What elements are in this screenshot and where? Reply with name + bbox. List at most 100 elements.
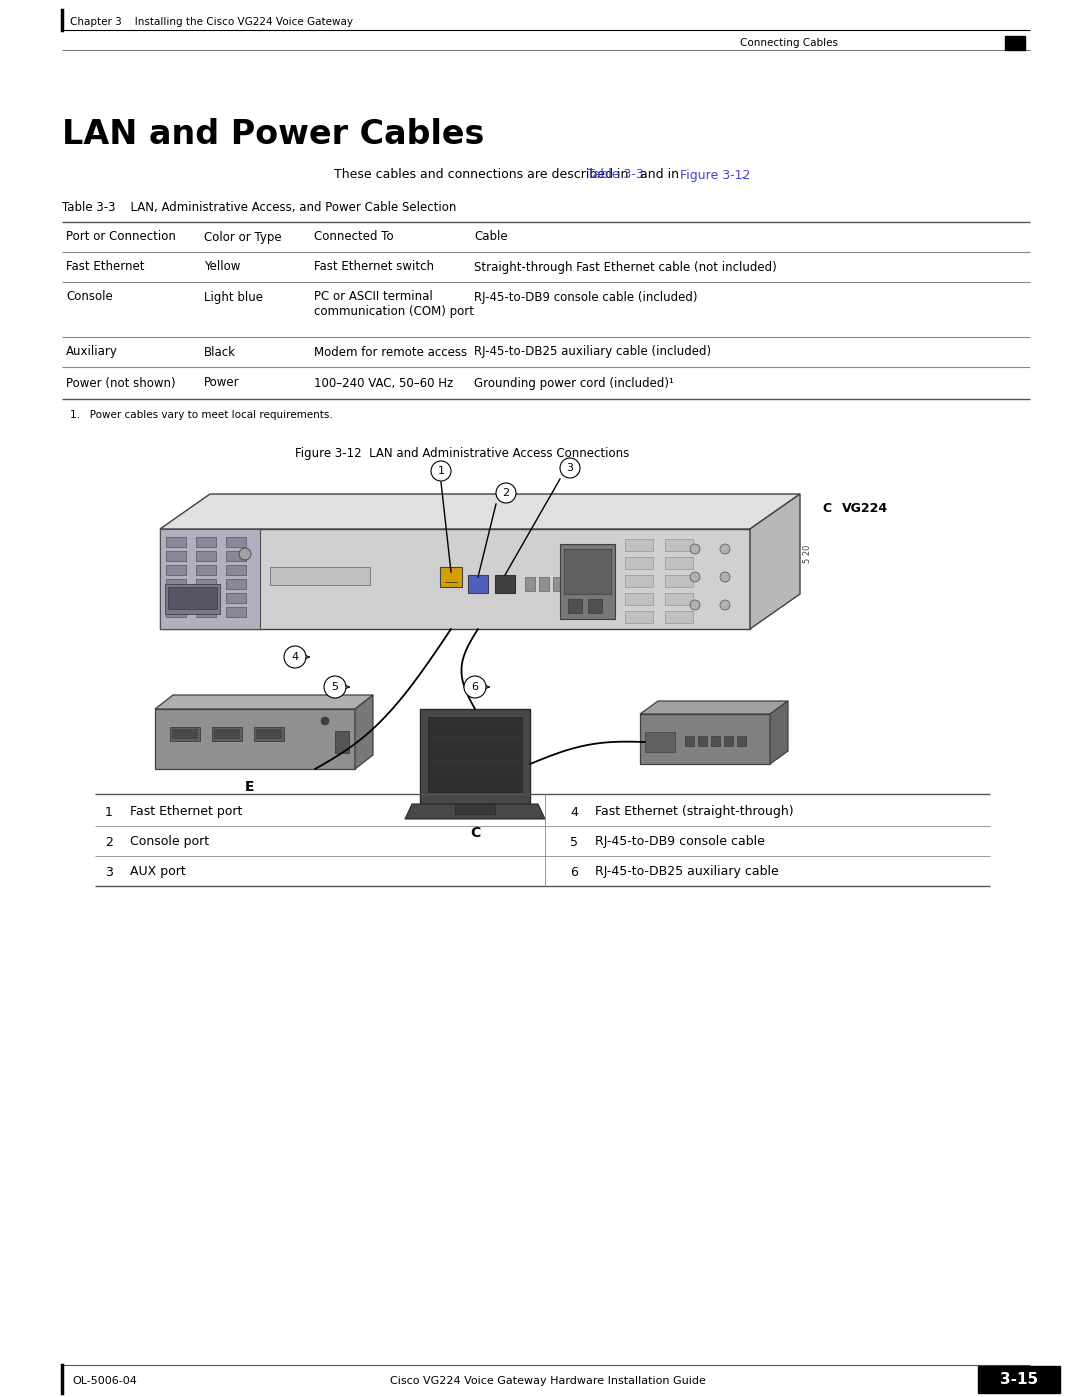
Bar	[561, 543, 615, 619]
Text: Fast Ethernet: Fast Ethernet	[66, 260, 145, 274]
Text: Fast Ethernet switch: Fast Ethernet switch	[314, 260, 434, 274]
Bar	[428, 717, 522, 792]
Bar	[978, 1366, 1059, 1393]
Bar	[468, 576, 488, 592]
Polygon shape	[156, 710, 355, 768]
Circle shape	[720, 543, 730, 555]
Circle shape	[496, 483, 516, 503]
Text: RJ-45-to-DB9 console cable (included): RJ-45-to-DB9 console cable (included)	[474, 291, 698, 303]
Bar	[625, 592, 653, 605]
Text: Figure 3-12: Figure 3-12	[680, 169, 751, 182]
Circle shape	[561, 458, 580, 478]
Bar	[166, 592, 186, 604]
Bar	[698, 736, 707, 746]
Bar	[212, 726, 242, 740]
Text: 2: 2	[502, 488, 510, 497]
Text: AUX port: AUX port	[130, 866, 186, 879]
Bar	[711, 736, 720, 746]
Text: Light blue: Light blue	[204, 291, 264, 303]
Bar	[195, 564, 216, 576]
Text: Connecting Cables: Connecting Cables	[740, 38, 838, 47]
Bar	[665, 592, 693, 605]
Bar	[214, 729, 240, 739]
Text: Figure 3-12  LAN and Administrative Access Connections: Figure 3-12 LAN and Administrative Acces…	[295, 447, 630, 461]
Bar	[665, 539, 693, 550]
Bar	[195, 550, 216, 562]
Bar	[685, 736, 694, 746]
Bar	[226, 564, 246, 576]
Text: Straight-through Fast Ethernet cable (not included): Straight-through Fast Ethernet cable (no…	[474, 260, 777, 274]
Bar	[737, 736, 746, 746]
Bar	[625, 576, 653, 587]
Text: 6: 6	[570, 866, 578, 879]
Bar	[226, 592, 246, 604]
Text: Port or Connection: Port or Connection	[66, 231, 176, 243]
Circle shape	[324, 676, 346, 698]
Text: Cable: Cable	[474, 231, 508, 243]
Text: Cisco VG224 Voice Gateway Hardware Installation Guide: Cisco VG224 Voice Gateway Hardware Insta…	[390, 1376, 706, 1386]
Text: 5: 5	[570, 835, 578, 848]
Text: 3: 3	[105, 866, 113, 879]
Bar	[195, 592, 216, 604]
Bar	[166, 608, 186, 617]
Text: Black: Black	[204, 345, 237, 359]
Bar	[588, 599, 602, 613]
Bar	[455, 805, 495, 814]
Text: Connected To: Connected To	[314, 231, 393, 243]
Text: VG224: VG224	[842, 502, 888, 515]
Text: C: C	[822, 502, 832, 515]
Text: Power (not shown): Power (not shown)	[66, 377, 176, 390]
Text: Auxiliary: Auxiliary	[66, 345, 118, 359]
Text: 5 20: 5 20	[804, 545, 812, 563]
Bar	[625, 539, 653, 550]
Bar	[568, 599, 582, 613]
Bar	[495, 576, 515, 592]
Polygon shape	[640, 714, 770, 764]
Bar	[440, 567, 462, 587]
Text: 5: 5	[332, 682, 338, 692]
Bar	[168, 587, 217, 609]
Bar	[645, 732, 675, 752]
Bar	[256, 729, 282, 739]
Bar	[665, 557, 693, 569]
Bar	[335, 731, 349, 753]
Bar	[166, 564, 186, 576]
Polygon shape	[160, 495, 800, 529]
Circle shape	[464, 676, 486, 698]
Bar	[195, 536, 216, 548]
Bar	[172, 729, 198, 739]
Circle shape	[239, 548, 251, 560]
Text: communication (COM) port: communication (COM) port	[314, 306, 474, 319]
Text: 6: 6	[472, 682, 478, 692]
Bar	[564, 549, 611, 594]
Text: E: E	[245, 780, 255, 793]
Text: These cables and connections are described in: These cables and connections are describ…	[334, 169, 632, 182]
Text: Fast Ethernet port: Fast Ethernet port	[130, 806, 242, 819]
Polygon shape	[156, 694, 373, 710]
Text: 4: 4	[292, 652, 298, 662]
Circle shape	[431, 461, 451, 481]
Bar	[226, 536, 246, 548]
Text: RJ-45-to-DB25 auxiliary cable: RJ-45-to-DB25 auxiliary cable	[595, 866, 779, 879]
Text: PC or ASCII terminal: PC or ASCII terminal	[314, 291, 433, 303]
Polygon shape	[405, 805, 545, 819]
Bar	[665, 610, 693, 623]
Text: LAN and Power Cables: LAN and Power Cables	[62, 117, 484, 151]
Text: OL-5006-04: OL-5006-04	[72, 1376, 137, 1386]
Text: Table 3-3: Table 3-3	[586, 169, 644, 182]
Text: and in: and in	[636, 169, 684, 182]
Text: 1: 1	[437, 467, 445, 476]
Bar	[625, 610, 653, 623]
Text: 1.   Power cables vary to meet local requirements.: 1. Power cables vary to meet local requi…	[70, 409, 333, 420]
Bar	[166, 550, 186, 562]
Bar	[226, 578, 246, 590]
Text: .: .	[741, 169, 745, 182]
Bar	[166, 578, 186, 590]
Bar	[195, 578, 216, 590]
Text: Grounding power cord (included)¹: Grounding power cord (included)¹	[474, 377, 674, 390]
Polygon shape	[160, 529, 750, 629]
Polygon shape	[770, 701, 788, 764]
Bar	[525, 577, 535, 591]
Bar	[226, 608, 246, 617]
Circle shape	[321, 717, 329, 725]
